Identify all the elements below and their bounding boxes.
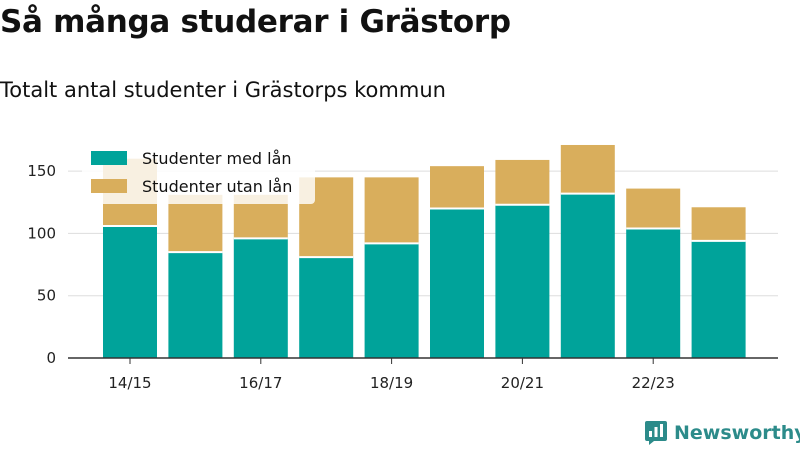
newsworthy-logo-icon (645, 421, 667, 445)
bar-utan-lan-22-23 (626, 188, 681, 229)
bar-med-lan-19-20 (430, 208, 484, 358)
legend-swatch (91, 151, 127, 165)
x-tick-label: 16/17 (239, 374, 282, 392)
bar-med-lan-22-23 (626, 228, 681, 358)
bar-utan-lan-20-21 (495, 159, 550, 205)
axes: 0 50 100 150 14/15 16/17 18/19 20/21 22/23 (27, 162, 778, 392)
bar-med-lan-23-24 (691, 240, 746, 358)
bar-med-lan-15-16 (168, 252, 223, 358)
bar-utan-lan-23-24 (691, 207, 746, 241)
y-tick-label: 50 (37, 287, 56, 305)
bar-utan-lan-21-22 (560, 144, 615, 194)
y-tick-label: 150 (27, 162, 56, 180)
legend-swatch (91, 179, 127, 193)
bar-med-lan-18-19 (364, 243, 419, 358)
bar-med-lan-17-18 (299, 257, 354, 358)
x-tick-label: 20/21 (501, 374, 544, 392)
newsworthy-logo: Newsworthy (644, 420, 800, 446)
legend-label: Studenter med lån (142, 149, 292, 168)
bar-med-lan-20-21 (495, 204, 550, 358)
bar-utan-lan-19-20 (430, 166, 484, 209)
legend-box (82, 144, 315, 204)
page-subtitle: Totalt antal studenter i Grästorps kommu… (0, 78, 446, 102)
x-tick-label: 22/23 (632, 374, 675, 392)
x-tick-label: 18/19 (370, 374, 413, 392)
brand-name: Newsworthy (674, 422, 800, 444)
legend-label: Studenter utan lån (142, 177, 292, 196)
x-tick-label: 14/15 (108, 374, 151, 392)
bar-med-lan-16-17 (233, 238, 288, 358)
bar-med-lan-21-22 (560, 193, 615, 358)
bar-utan-lan-18-19 (364, 177, 419, 244)
page-title: Så många studerar i Grästorp (0, 4, 511, 40)
y-tick-label: 0 (46, 349, 56, 367)
bar-med-lan-14-15 (103, 225, 157, 358)
legend: Studenter med lån Studenter utan lån (82, 144, 315, 204)
y-tick-label: 100 (27, 224, 56, 242)
bar-utan-lan-15-16 (168, 194, 223, 253)
